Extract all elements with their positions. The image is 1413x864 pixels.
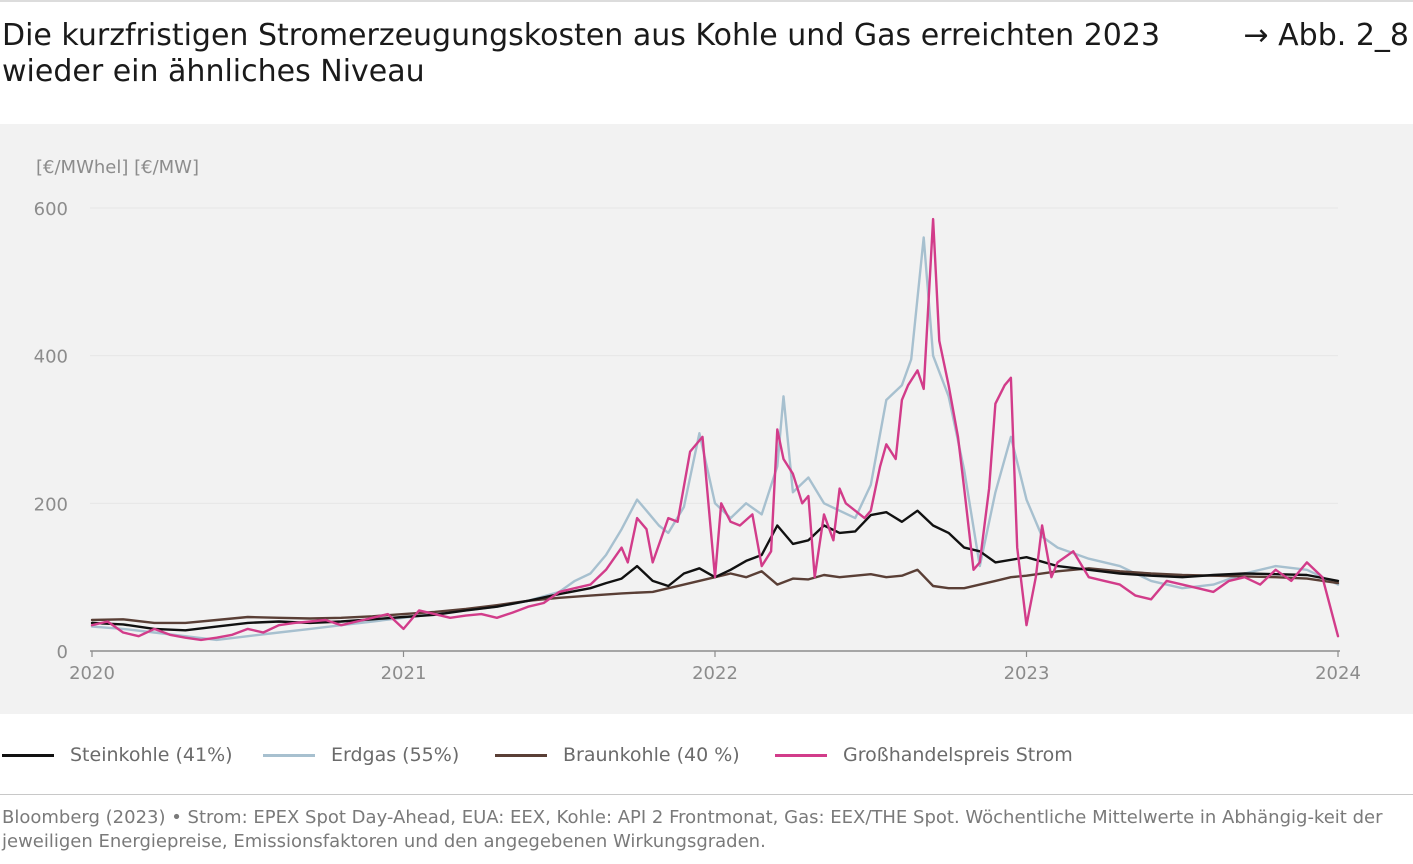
x-tick-label-2023: 2023 xyxy=(1004,663,1050,684)
legend-swatch-strom xyxy=(775,753,827,757)
legend-label-strom: Großhandelspreis Strom xyxy=(843,744,1073,766)
top-rule xyxy=(0,0,1413,2)
legend: Steinkohle (41%) Erdgas (55%) Braunkohle… xyxy=(0,740,1413,770)
y-tick-label-600: 600 xyxy=(34,199,68,220)
legend-item-strom: Großhandelspreis Strom xyxy=(775,740,1073,770)
legend-label-erdgas: Erdgas (55%) xyxy=(331,744,460,766)
legend-swatch-steinkohle xyxy=(2,753,54,757)
legend-item-steinkohle: Steinkohle (41%) xyxy=(2,740,233,770)
source-divider xyxy=(0,794,1413,795)
legend-item-braunkohle: Braunkohle (40 %) xyxy=(495,740,740,770)
y-axis-label: [€/MWhel] [€/MW] xyxy=(36,157,199,178)
x-tick-label-2022: 2022 xyxy=(692,663,738,684)
line-chart: [€/MWhel] [€/MW] 0 200 400 600 2020 2021 2022 20… xyxy=(34,157,1361,684)
y-tick-label-200: 200 xyxy=(34,494,68,515)
chart-title: Die kurzfristigen Stromerzeugungskosten … xyxy=(2,18,1161,89)
chart-panel: [€/MWhel] [€/MW] 0 200 400 600 2020 2021 2022 20… xyxy=(0,124,1413,714)
x-tick-label-2020: 2020 xyxy=(69,663,115,684)
legend-label-steinkohle: Steinkohle (41%) xyxy=(70,744,233,766)
figure-reference: → Abb. 2_8 xyxy=(1243,18,1409,53)
legend-swatch-erdgas xyxy=(263,753,315,757)
x-tick-label-2021: 2021 xyxy=(381,663,427,684)
series-line-1 xyxy=(90,236,1340,642)
y-tick-label-0: 0 xyxy=(57,642,68,663)
y-tick-label-400: 400 xyxy=(34,347,68,368)
legend-item-erdgas: Erdgas (55%) xyxy=(263,740,459,770)
legend-swatch-braunkohle xyxy=(495,753,547,757)
legend-label-braunkohle: Braunkohle (40 %) xyxy=(563,744,740,766)
source-note: Bloomberg (2023) • Strom: EPEX Spot Day-… xyxy=(2,807,1383,852)
x-tick-label-2024: 2024 xyxy=(1315,663,1361,684)
series-line-3 xyxy=(90,217,1340,642)
